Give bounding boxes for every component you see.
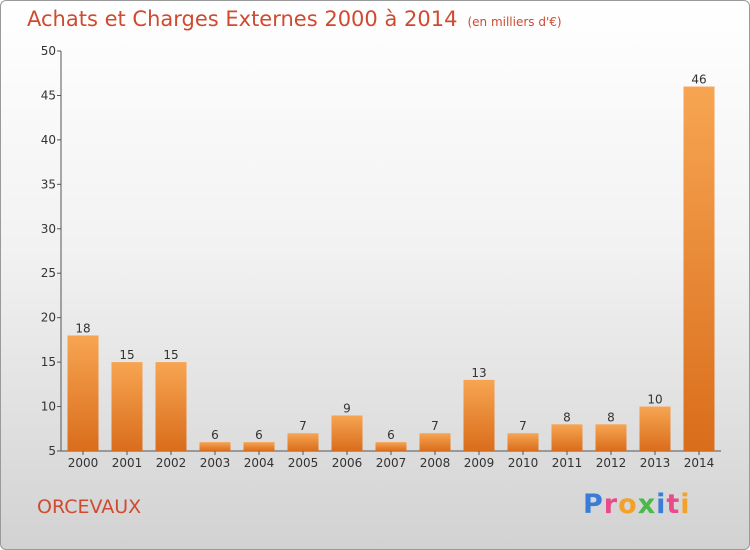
brand-letter: r [603,489,619,520]
bar-value-label: 8 [563,410,571,424]
y-tick-label: 25 [41,266,56,280]
x-tick-label: 2005 [288,456,319,470]
bar-value-label: 9 [343,401,351,415]
location-label: ORCEVAUX [37,496,142,518]
bar [243,442,275,451]
x-tick-label: 2007 [376,456,407,470]
brand-letter: o [618,489,638,520]
y-tick-label: 20 [41,311,56,325]
y-tick-label: 5 [48,444,56,458]
x-tick-label: 2001 [112,456,143,470]
bar [111,362,143,451]
chart-title-text: Achats et Charges Externes 2000 à 2014 [27,7,458,31]
bar [287,433,319,451]
brand-logo: Proxiti [583,489,691,520]
bar [463,379,495,451]
bar-value-label: 7 [431,419,439,433]
y-tick-label: 50 [41,44,56,58]
bar-value-label: 6 [387,428,395,442]
y-tick-label: 35 [41,177,56,191]
bar [199,442,231,451]
x-tick-label: 2013 [640,456,671,470]
brand-letter: i [680,489,691,520]
brand-letter: x [637,489,657,520]
brand-letter: P [583,489,604,520]
x-tick-label: 2006 [332,456,363,470]
bar [155,362,187,451]
x-tick-label: 2000 [68,456,99,470]
x-tick-label: 2010 [508,456,539,470]
bars [67,86,715,452]
bar [595,424,627,451]
bar-value-label: 7 [299,419,307,433]
bar [375,442,407,451]
bar [639,406,671,451]
x-tick-label: 2009 [464,456,495,470]
bar-value-label: 6 [255,428,263,442]
bar [551,424,583,451]
chart-title: Achats et Charges Externes 2000 à 2014 (e… [27,7,562,31]
x-tick-label: 2004 [244,456,275,470]
brand-letter: t [666,489,681,520]
labels: 2000 18 2001 15 2002 15 2003 6 2004 6 2005 7 2006 9 20… [68,73,715,470]
y-tick-label: 45 [41,88,56,102]
bar [683,86,715,452]
x-tick-label: 2014 [684,456,715,470]
bar [507,433,539,451]
bar [331,415,363,451]
bar-value-label: 7 [519,419,527,433]
bar-value-label: 8 [607,410,615,424]
y-tick-label: 15 [41,355,56,369]
y-tick-label: 30 [41,222,56,236]
x-tick-label: 2003 [200,456,231,470]
y-tick-label: 40 [41,133,56,147]
chart-subtitle: (en milliers d'€) [467,15,562,29]
bar [419,433,451,451]
bar-value-label: 18 [75,321,90,335]
x-tick-label: 2011 [552,456,583,470]
bar-value-label: 6 [211,428,219,442]
bar [67,335,99,451]
bar-value-label: 15 [163,348,178,362]
brand-letter: i [656,489,667,520]
x-tick-label: 2008 [420,456,451,470]
x-tick-label: 2012 [596,456,627,470]
axes: 5 10 15 20 25 30 35 40 45 50 [41,44,721,458]
x-tick-label: 2002 [156,456,187,470]
bar-value-label: 10 [647,393,662,407]
bar-value-label: 13 [471,366,486,380]
bar-value-label: 46 [691,73,706,87]
y-tick-label: 10 [41,400,56,414]
bar-value-label: 15 [119,348,134,362]
